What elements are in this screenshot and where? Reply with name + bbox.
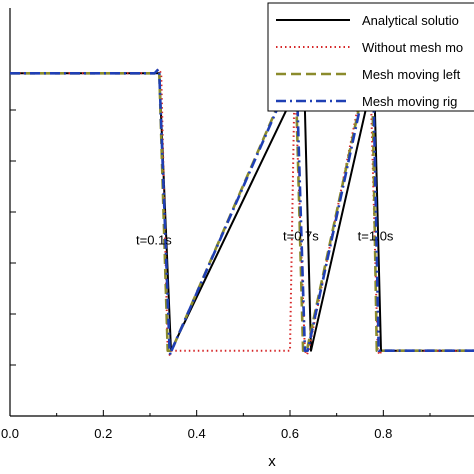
time-annotation: t=0.7s: [283, 229, 319, 244]
x-tick-label: 0.8: [374, 426, 392, 441]
time-annotation: t=1.0s: [358, 229, 394, 244]
series-line-2: [10, 68, 474, 356]
x-tick-label: 0.0: [1, 426, 19, 441]
y-ticks: [10, 109, 16, 417]
x-tick-label: 0.2: [94, 426, 112, 441]
x-tick-label: 0.6: [281, 426, 299, 441]
legend-label: Mesh moving rig: [362, 94, 457, 109]
legend: Analytical solutio Without mesh mo Mesh mo…: [267, 2, 474, 112]
series-line-3: [10, 72, 474, 353]
legend-label: Analytical solutio: [362, 13, 459, 28]
plot-area: 0.0 0.2 0.4 0.6 0.8 t=0.1s t=0.7s t=1.0s: [1, 8, 474, 441]
time-annotation: t=0.1s: [136, 233, 172, 248]
legend-label: Mesh moving left: [362, 67, 461, 82]
x-ticks: 0.0 0.2 0.4 0.6 0.8: [1, 410, 431, 441]
legend-label: Without mesh mo: [362, 40, 463, 55]
annotations: t=0.1s t=0.7s t=1.0s: [136, 229, 394, 248]
x-tick-label: 0.4: [188, 426, 206, 441]
series-line-1: [10, 72, 474, 352]
series-line-4: [10, 67, 474, 357]
x-axis-label: x: [268, 453, 276, 470]
series-layer: [10, 67, 474, 357]
